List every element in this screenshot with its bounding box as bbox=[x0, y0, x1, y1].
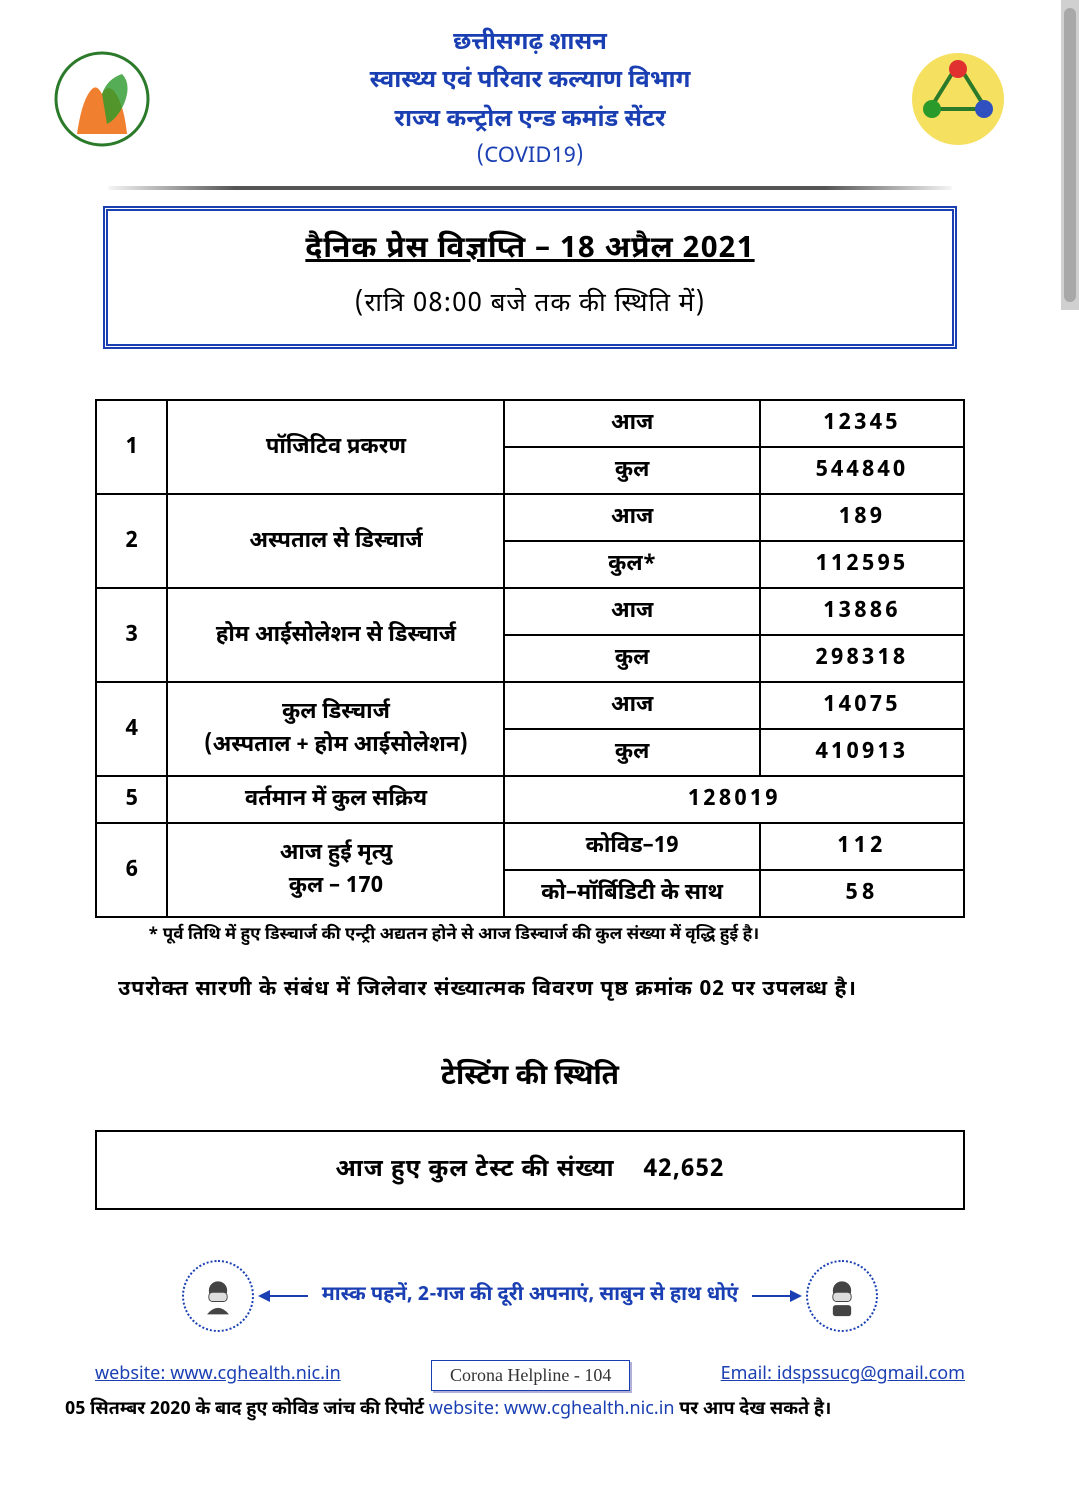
header-line-1: छत्तीसगढ़ शासन bbox=[152, 24, 908, 62]
title-box: दैनिक प्रेस विज्ञप्ति – 18 अप्रैल 2021 (… bbox=[103, 206, 957, 349]
cell-value: 189 bbox=[760, 494, 964, 541]
row-label: आज हुई मृत्यु कुल – 170 bbox=[167, 823, 504, 917]
cell-key: कुल bbox=[504, 635, 759, 682]
header-line-3: राज्य कन्ट्रोल एन्ड कमांड सेंटर bbox=[152, 101, 908, 139]
footer-links: website: www.cghealth.nic.in Corona Help… bbox=[95, 1360, 965, 1391]
header: छत्तीसगढ़ शासन स्वास्थ्य एवं परिवार कल्य… bbox=[48, 24, 1012, 182]
awareness-text: मास्क पहनें, 2-गज की दूरी अपनाएं, साबुन … bbox=[322, 1283, 739, 1309]
row-index: 5 bbox=[96, 776, 167, 823]
cell-value: 112595 bbox=[760, 541, 964, 588]
row-label: अस्पताल से डिस्चार्ज bbox=[167, 494, 504, 588]
table-row: 5 वर्तमान में कुल सक्रिय 128019 bbox=[96, 776, 964, 823]
header-text: छत्तीसगढ़ शासन स्वास्थ्य एवं परिवार कल्य… bbox=[152, 24, 908, 174]
header-line-4: (COVID19) bbox=[152, 139, 908, 174]
testing-title: टेस्टिंग की स्थिति bbox=[48, 1060, 1012, 1096]
cell-value: 410913 bbox=[760, 729, 964, 776]
header-line-2: स्वास्थ्य एवं परिवार कल्याण विभाग bbox=[152, 62, 908, 100]
row-index: 1 bbox=[96, 400, 167, 494]
cell-value: 12345 bbox=[760, 400, 964, 447]
awareness-strip: मास्क पहनें, 2-गज की दूरी अपनाएं, साबुन … bbox=[95, 1260, 965, 1332]
footnote: * पूर्व तिथि में हुए डिस्चार्ज की एन्ट्र… bbox=[148, 924, 1012, 946]
cell-key: कुल bbox=[504, 729, 759, 776]
testing-label: आज हुए कुल टेस्ट की संख्या bbox=[335, 1154, 614, 1186]
helpline-box: Corona Helpline - 104 bbox=[431, 1360, 630, 1391]
table-row: 2 अस्पताल से डिस्चार्ज आज 189 bbox=[96, 494, 964, 541]
table-row: 1 पॉजिटिव प्रकरण आज 12345 bbox=[96, 400, 964, 447]
cell-key: आज bbox=[504, 588, 759, 635]
press-release-subtitle: (रात्रि 08:00 बजे तक की स्थिति में) bbox=[130, 288, 930, 322]
district-note: उपरोक्त सारणी के संबंध में जिलेवार संख्य… bbox=[118, 976, 1012, 1004]
row-index: 6 bbox=[96, 823, 167, 917]
cell-value: 544840 bbox=[760, 447, 964, 494]
table-row: 3 होम आईसोलेशन से डिस्चार्ज आज 13886 bbox=[96, 588, 964, 635]
table-row: 4 कुल डिस्चार्ज (अस्पताल + होम आईसोलेशन)… bbox=[96, 682, 964, 729]
cell-key: आज bbox=[504, 400, 759, 447]
row-label: कुल डिस्चार्ज (अस्पताल + होम आईसोलेशन) bbox=[167, 682, 504, 776]
cell-key: आज bbox=[504, 682, 759, 729]
row-label: पॉजिटिव प्रकरण bbox=[167, 400, 504, 494]
page: छत्तीसगढ़ शासन स्वास्थ्य एवं परिवार कल्य… bbox=[0, 0, 1060, 1422]
row-index: 3 bbox=[96, 588, 167, 682]
scrollbar[interactable] bbox=[1061, 0, 1079, 310]
cell-value: 112 bbox=[760, 823, 964, 870]
cell-key: को–मॉर्बिडिटी के साथ bbox=[504, 870, 759, 917]
mask-female-icon bbox=[182, 1260, 254, 1332]
row-index: 2 bbox=[96, 494, 167, 588]
email-link[interactable]: Email: idspssucg@gmail.com bbox=[721, 1364, 965, 1387]
mask-male-icon bbox=[806, 1260, 878, 1332]
cell-key: कुल bbox=[504, 447, 759, 494]
idsp-logo-icon bbox=[908, 49, 1008, 149]
cell-value: 128019 bbox=[504, 776, 964, 823]
row-label: होम आईसोलेशन से डिस्चार्ज bbox=[167, 588, 504, 682]
cell-value: 58 bbox=[760, 870, 964, 917]
cell-value: 298318 bbox=[760, 635, 964, 682]
website-link[interactable]: website: www.cghealth.nic.in bbox=[95, 1364, 341, 1387]
header-divider bbox=[108, 186, 952, 190]
arrow-right-icon bbox=[752, 1295, 792, 1297]
cell-key: कोविड–19 bbox=[504, 823, 759, 870]
cell-value: 13886 bbox=[760, 588, 964, 635]
press-release-title: दैनिक प्रेस विज्ञप्ति – 18 अप्रैल 2021 bbox=[130, 231, 930, 270]
row-index: 4 bbox=[96, 682, 167, 776]
summary-table: 1 पॉजिटिव प्रकरण आज 12345 कुल 544840 2 अ… bbox=[95, 399, 965, 918]
arrow-left-icon bbox=[268, 1295, 308, 1297]
testing-box: आज हुए कुल टेस्ट की संख्या 42,652 bbox=[95, 1130, 965, 1210]
cell-value: 14075 bbox=[760, 682, 964, 729]
table-row: 6 आज हुई मृत्यु कुल – 170 कोविड–19 112 bbox=[96, 823, 964, 870]
cell-key: कुल* bbox=[504, 541, 759, 588]
cell-key: आज bbox=[504, 494, 759, 541]
state-logo-icon bbox=[52, 49, 152, 149]
row-label: वर्तमान में कुल सक्रिय bbox=[167, 776, 504, 823]
testing-value: 42,652 bbox=[644, 1154, 725, 1186]
footer-note: 05 सितम्बर 2020 के बाद हुए कोविड जांच की… bbox=[65, 1399, 995, 1422]
